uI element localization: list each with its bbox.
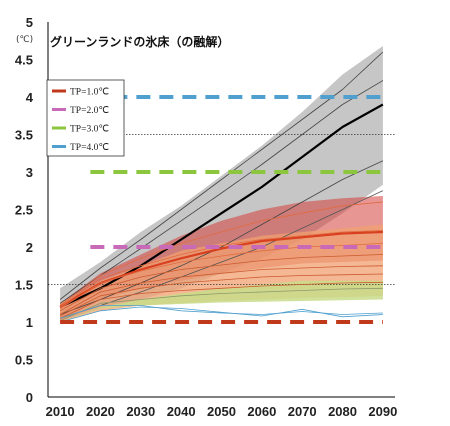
x-tick-labels: 2010 2020 2030 2040 2050 2060 2070 2080 2090 bbox=[46, 404, 398, 419]
series-line-6 bbox=[59, 201, 383, 306]
legend-box bbox=[46, 79, 125, 157]
threshold-lines bbox=[60, 95, 383, 324]
y-tick-label: 3.5 bbox=[15, 128, 33, 143]
series-line-11 bbox=[59, 273, 383, 317]
series-line-2 bbox=[59, 80, 384, 304]
x-tick-label: 2030 bbox=[126, 404, 155, 419]
series-line-0 bbox=[59, 103, 384, 308]
y-tick-label: 2 bbox=[26, 240, 33, 255]
legend: TP=1.0℃ TP=2.0℃ TP=3.0℃ TP=4.0℃ bbox=[46, 79, 125, 157]
y-tick-label: 0.5 bbox=[15, 353, 33, 368]
x-tick-label: 2040 bbox=[167, 404, 196, 419]
y-tick-label: 3 bbox=[26, 165, 33, 180]
y-tick-label: 2.5 bbox=[15, 203, 33, 218]
series-line-3 bbox=[59, 160, 384, 315]
x-tick-label: 2050 bbox=[207, 404, 236, 419]
x-tick-label: 2060 bbox=[247, 404, 276, 419]
y-axis-unit: (℃) bbox=[16, 35, 33, 45]
series-line-13 bbox=[59, 287, 383, 321]
y-tick-label: 4 bbox=[26, 90, 34, 105]
legend-label: TP=1.0℃ bbox=[70, 88, 109, 98]
x-tick-label: 2010 bbox=[46, 404, 75, 419]
series-line-9 bbox=[59, 254, 383, 312]
legend-label: TP=2.0℃ bbox=[70, 106, 109, 116]
legend-label: TP=4.0℃ bbox=[70, 143, 109, 153]
series-line-15 bbox=[59, 306, 383, 323]
x-tick-label: 2080 bbox=[328, 404, 357, 419]
band-0 bbox=[60, 46, 383, 322]
series-line-10 bbox=[59, 265, 383, 315]
chart-title: グリーンランドの氷床（の融解） bbox=[50, 34, 229, 49]
series-line-12 bbox=[59, 281, 383, 319]
series-line-4 bbox=[59, 190, 384, 319]
series-line-5 bbox=[59, 230, 383, 308]
y-tick-label: 1 bbox=[26, 315, 33, 330]
x-tick-label: 2070 bbox=[288, 404, 317, 419]
x-tick-label: 2090 bbox=[368, 404, 397, 419]
x-tick-label: 2020 bbox=[86, 404, 115, 419]
series-line-7 bbox=[59, 230, 383, 308]
legend-label: TP=3.0℃ bbox=[70, 125, 109, 135]
y-tick-labels: 0 0.5 1 1.5 2 2.5 3 3.5 4 4.5 5 bbox=[15, 15, 34, 405]
series-line-14 bbox=[59, 305, 383, 319]
band-3 bbox=[60, 280, 383, 322]
y-tick-label: 1.5 bbox=[15, 278, 33, 293]
y-tick-label: 4.5 bbox=[15, 53, 33, 68]
y-tick-label: 5 bbox=[26, 15, 33, 30]
series-line-1 bbox=[59, 51, 384, 300]
y-tick-label: 0 bbox=[26, 390, 33, 405]
